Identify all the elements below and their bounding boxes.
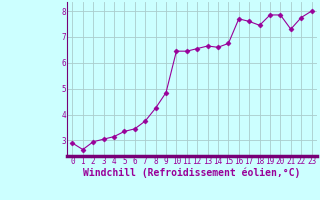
X-axis label: Windchill (Refroidissement éolien,°C): Windchill (Refroidissement éolien,°C) — [83, 167, 301, 178]
